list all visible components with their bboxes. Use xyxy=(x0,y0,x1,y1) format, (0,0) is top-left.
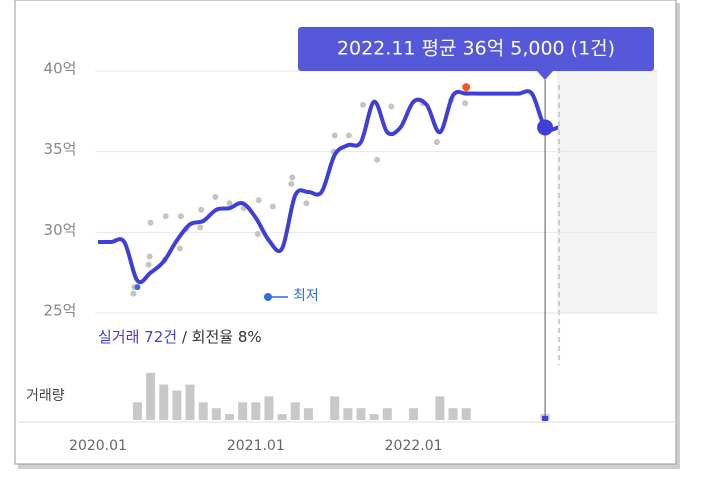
volume-bar xyxy=(185,384,195,420)
transaction-dot xyxy=(212,193,219,200)
volume-bar xyxy=(172,390,182,420)
volume-bar xyxy=(290,402,300,420)
transaction-dot xyxy=(255,197,262,204)
summary: 실거래 72건 / 회전율 8% xyxy=(98,328,262,346)
transaction-dot xyxy=(374,156,381,163)
tooltip-pointer xyxy=(537,71,553,80)
transaction-dot xyxy=(345,132,352,139)
transaction-dot xyxy=(145,261,152,268)
transaction-dot xyxy=(226,200,233,207)
transaction-dot xyxy=(197,224,204,231)
transaction-dot xyxy=(462,100,469,107)
transaction-dot xyxy=(147,219,154,226)
price-line xyxy=(98,89,559,285)
transaction-dot xyxy=(254,230,261,237)
volume-bar xyxy=(159,384,169,420)
transaction-dot xyxy=(162,213,169,220)
volume-bar xyxy=(382,408,392,420)
volume-bar xyxy=(303,408,313,420)
lowest-label: 최저 xyxy=(293,288,319,304)
y-tick-label: 35억 xyxy=(44,140,77,158)
transaction-dot xyxy=(177,213,184,220)
transaction-dot xyxy=(289,174,296,181)
transaction-dot xyxy=(269,203,276,210)
volume-bar xyxy=(277,414,287,420)
volume-bar xyxy=(146,372,156,420)
y-tick-label: 25억 xyxy=(44,302,77,320)
volume-bar xyxy=(343,408,353,420)
volume-bar xyxy=(461,408,471,420)
y-tick-label: 40억 xyxy=(44,60,77,78)
selected-point xyxy=(537,119,554,136)
volume-label: 거래량 xyxy=(26,388,65,404)
volume-bar xyxy=(369,414,379,420)
summary-count: 실거래 72건 xyxy=(98,328,177,346)
volume-bar xyxy=(132,402,142,420)
volume-bar xyxy=(448,408,458,420)
transaction-dot xyxy=(433,138,440,145)
x-tick-label: 2020.01 xyxy=(69,438,127,454)
selected-volume-marker xyxy=(542,416,549,421)
transaction-dot xyxy=(198,206,205,213)
transaction-dot xyxy=(176,245,183,252)
transaction-dot xyxy=(331,132,338,139)
transaction-dot xyxy=(303,200,310,207)
future-area xyxy=(557,71,657,313)
transaction-dot xyxy=(146,253,153,260)
transaction-dot xyxy=(288,180,295,187)
volume-bar xyxy=(198,402,208,420)
volume-bar xyxy=(409,408,419,420)
turnover: / 회전율 8% xyxy=(182,328,262,346)
volume-bar xyxy=(225,414,234,420)
y-tick-label: 30억 xyxy=(44,221,77,239)
highest-dot xyxy=(462,83,471,92)
tooltip-box xyxy=(298,27,654,71)
volume-bar xyxy=(435,396,445,420)
volume-bar xyxy=(251,402,261,420)
volume-bar xyxy=(330,396,340,420)
tooltip-text: 2022.11 평균 36억 5,000 (1건) xyxy=(337,38,615,60)
volume-bar xyxy=(356,408,366,420)
volume-bar xyxy=(238,402,248,420)
x-tick-label: 2021.01 xyxy=(227,438,285,454)
transaction-dot xyxy=(360,101,366,108)
transaction-dot xyxy=(388,103,395,110)
x-tick-label: 2022.01 xyxy=(385,438,443,454)
transaction-dot xyxy=(130,290,137,297)
volume-bar xyxy=(264,396,274,420)
lowest-dot xyxy=(134,284,141,291)
volume-bar xyxy=(211,408,221,420)
